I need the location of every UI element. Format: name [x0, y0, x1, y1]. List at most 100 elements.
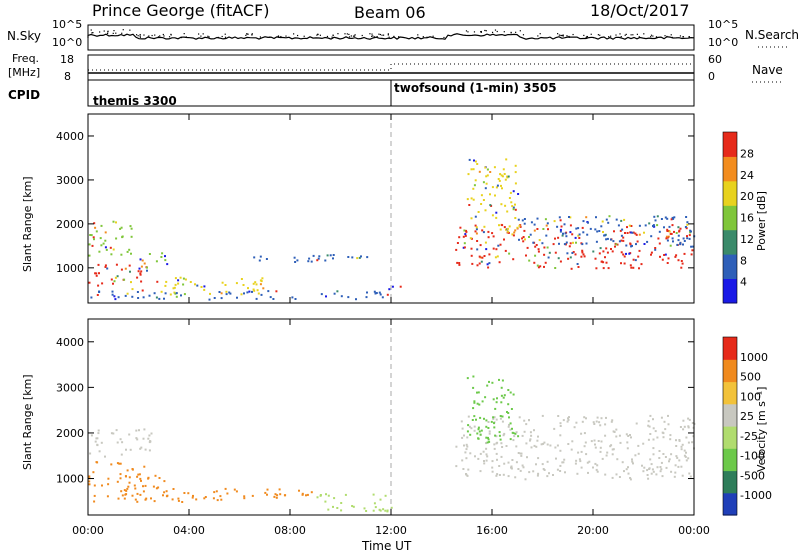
- echo-cell: [501, 420, 504, 423]
- echo-cell: [577, 451, 580, 454]
- echo-cell: [580, 432, 583, 435]
- echo-cell: [143, 465, 146, 468]
- echo-cell: [631, 458, 633, 461]
- echo-cell: [182, 283, 185, 286]
- nsearch-dot: [285, 35, 287, 37]
- echo-cell: [627, 472, 630, 475]
- echo-cell: [563, 458, 566, 461]
- echo-cell: [686, 235, 688, 238]
- echo-cell: [656, 436, 659, 439]
- echo-cell: [102, 242, 105, 245]
- nsearch-dot: [346, 33, 348, 35]
- echo-cell: [523, 218, 526, 220]
- echo-cell: [675, 439, 677, 442]
- echo-cell: [567, 417, 569, 420]
- echo-cell: [546, 443, 549, 446]
- colorbar-tick-label: -500: [740, 469, 765, 482]
- echo-cell: [643, 243, 646, 245]
- echo-cell: [485, 419, 488, 422]
- echo-cell: [585, 417, 587, 420]
- echo-cell: [682, 237, 685, 240]
- nsearch-dot: [610, 35, 612, 37]
- echo-cell: [587, 221, 589, 224]
- echo-cell: [650, 235, 653, 238]
- nave-label: Nave: [752, 63, 783, 77]
- nsearch-dot: [163, 35, 165, 37]
- echo-cell: [635, 243, 637, 246]
- echo-cell: [482, 231, 485, 234]
- echo-cell: [115, 429, 118, 432]
- echo-cell: [495, 186, 498, 189]
- echo-cell: [503, 238, 505, 241]
- echo-cell: [475, 228, 478, 231]
- echo-cell: [127, 485, 130, 488]
- station-title: Prince George (fitACF): [92, 1, 270, 20]
- echo-cell: [601, 457, 604, 460]
- nsearch-dot: [139, 33, 141, 36]
- echo-cell: [592, 421, 595, 424]
- x-tick-label: 16:00: [476, 524, 508, 537]
- nsearch-dot: [417, 34, 419, 36]
- echo-cell: [461, 459, 464, 462]
- echo-cell: [488, 253, 491, 256]
- echo-cell: [473, 401, 476, 404]
- echo-cell: [595, 240, 598, 243]
- echo-cell: [502, 396, 505, 399]
- echo-cell: [325, 493, 327, 496]
- echo-cell: [485, 248, 488, 251]
- echo-cell: [365, 296, 368, 299]
- echo-cell: [477, 437, 480, 440]
- echo-cell: [599, 450, 602, 453]
- echo-cell: [541, 414, 544, 417]
- echo-cell: [543, 246, 546, 249]
- echo-cell: [340, 509, 343, 512]
- nsearch-dot: [303, 35, 305, 37]
- echo-cell: [310, 491, 313, 494]
- echo-cell: [583, 416, 586, 419]
- echo-cell: [340, 502, 343, 504]
- echo-cell: [148, 434, 151, 437]
- echo-cell: [506, 230, 509, 233]
- power-panel: [87, 113, 738, 304]
- echo-cell: [156, 280, 159, 283]
- echo-cell: [505, 445, 508, 447]
- echo-cell: [517, 452, 520, 454]
- echo-cell: [652, 470, 655, 473]
- echo-cell: [507, 475, 510, 478]
- echo-cell: [536, 217, 539, 220]
- echo-cell: [97, 263, 100, 266]
- echo-cell: [568, 245, 571, 248]
- echo-cell: [662, 436, 665, 439]
- nsearch-dot: [480, 31, 482, 33]
- echo-cell: [497, 178, 500, 180]
- freq-panel-frame: [87, 54, 695, 81]
- echo-cell: [669, 434, 672, 437]
- echo-cell: [267, 290, 270, 293]
- echo-cell: [460, 420, 463, 423]
- x-tick-label: 20:00: [577, 524, 609, 537]
- echo-cell: [473, 415, 476, 418]
- echo-cell: [498, 474, 501, 476]
- echo-cell: [243, 495, 246, 498]
- echo-cell: [498, 434, 501, 437]
- x-tick-label: 12:00: [375, 524, 407, 537]
- echo-cell: [486, 168, 489, 171]
- echo-cell: [682, 243, 684, 246]
- nsearch-dot: [92, 32, 94, 34]
- echo-cell: [123, 489, 126, 492]
- echo-cell: [486, 384, 489, 387]
- echo-cell: [125, 448, 127, 451]
- nsearch-dot: [224, 36, 227, 38]
- echo-cell: [517, 193, 520, 195]
- echo-cell: [635, 233, 638, 236]
- echo-cell: [602, 261, 605, 264]
- echo-cell: [665, 237, 668, 240]
- echo-cell: [658, 242, 661, 245]
- echo-cell: [251, 290, 253, 293]
- echo-cell: [260, 280, 263, 283]
- nsearch-dot: [568, 35, 570, 38]
- echo-cell: [124, 294, 127, 297]
- echo-cell: [279, 493, 282, 496]
- echo-cell: [618, 240, 621, 243]
- echo-cell: [487, 438, 490, 441]
